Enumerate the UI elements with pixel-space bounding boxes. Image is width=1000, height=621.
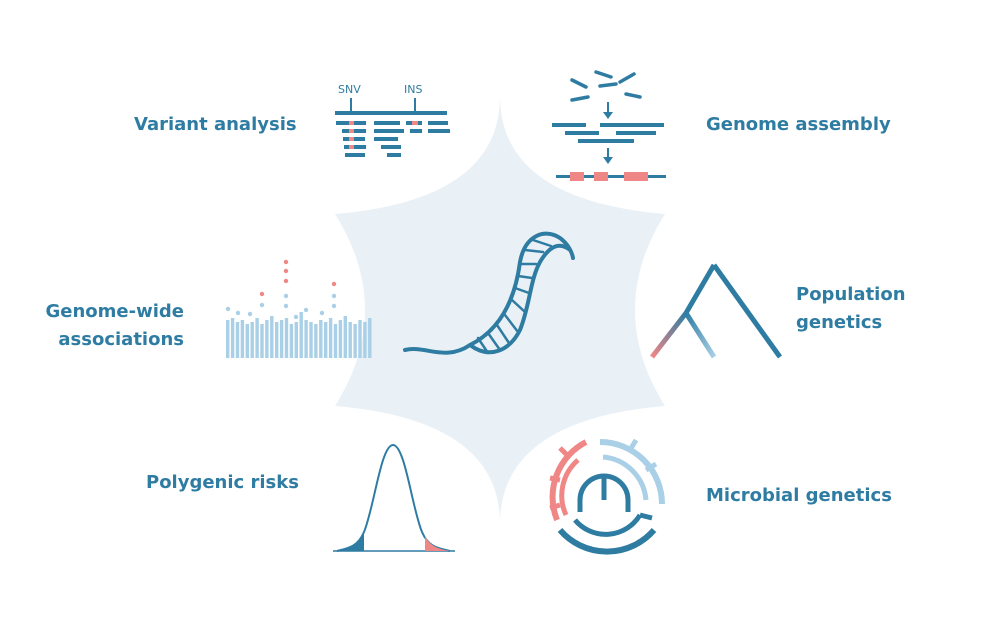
manhattan-dot: [331, 281, 337, 287]
ins-label: INS: [404, 83, 423, 96]
manhattan-bar: [265, 320, 269, 358]
manhattan-bar: [363, 322, 367, 358]
read-alignment-icon: [335, 98, 450, 157]
manhattan-dot: [303, 307, 309, 313]
manhattan-bar: [226, 320, 230, 358]
manhattan-bar: [338, 320, 343, 358]
manhattan-bar: [358, 320, 362, 358]
manhattan-dot: [283, 259, 289, 265]
label-genome-wide-line1: Genome-wide: [45, 301, 185, 322]
label-population-genetics: Population genetics: [796, 281, 906, 337]
dna-helix-icon: [403, 231, 575, 355]
manhattan-bar: [328, 318, 333, 358]
manhattan-bar: [343, 316, 347, 358]
manhattan-bar: [250, 322, 254, 358]
assembly-flow-icon: [552, 70, 666, 181]
manhattan-dot: [225, 306, 231, 312]
manhattan-bar: [279, 320, 284, 358]
manhattan-bar: [324, 322, 328, 358]
label-genome-wide-line2: associations: [58, 329, 184, 350]
manhattan-bar: [289, 324, 294, 358]
manhattan-dot: [283, 293, 289, 299]
manhattan-dot: [235, 310, 241, 316]
manhattan-dot: [283, 268, 289, 274]
manhattan-bar: [294, 322, 298, 358]
manhattan-bar: [309, 322, 313, 358]
manhattan-bar: [353, 324, 357, 358]
manhattan-bar: [275, 322, 279, 358]
manhattan-bar: [304, 320, 308, 358]
manhattan-bar: [348, 322, 352, 358]
manhattan-bar: [299, 312, 303, 358]
manhattan-bar: [260, 324, 264, 358]
manhattan-dot: [331, 293, 337, 299]
manhattan-dot: [283, 303, 289, 309]
manhattan-bar: [240, 320, 245, 358]
manhattan-dot: [293, 314, 299, 320]
manhattan-dot: [259, 291, 265, 297]
manhattan-dot: [247, 311, 253, 317]
manhattan-dot: [283, 278, 289, 284]
manhattan-bar: [255, 318, 259, 358]
label-population-line2: genetics: [796, 312, 883, 333]
manhattan-bar: [314, 324, 318, 358]
label-genome-assembly: Genome assembly: [706, 114, 891, 135]
snv-label: SNV: [338, 83, 361, 96]
label-polygenic-risks: Polygenic risks: [146, 472, 299, 493]
label-population-line1: Population: [796, 284, 906, 305]
manhattan-bar: [333, 324, 338, 358]
label-genome-wide: Genome-wide associations: [38, 298, 185, 354]
central-star-shape: [335, 96, 665, 524]
manhattan-dot: [259, 302, 265, 308]
label-variant-analysis: Variant analysis: [134, 114, 297, 135]
manhattan-bar: [230, 318, 235, 358]
manhattan-bar: [284, 318, 289, 358]
manhattan-bar: [368, 318, 372, 358]
manhattan-bar: [319, 320, 323, 358]
label-microbial-genetics: Microbial genetics: [706, 485, 892, 506]
manhattan-bar: [235, 322, 240, 358]
manhattan-bar: [270, 316, 274, 358]
manhattan-bar: [245, 324, 249, 358]
manhattan-dot: [319, 310, 325, 316]
phylogenetic-tree-icon: [650, 263, 783, 359]
circular-tree-icon: [549, 438, 665, 555]
manhattan-plot-icon: [225, 259, 372, 358]
manhattan-dot: [331, 303, 337, 309]
normal-distribution-icon: [333, 443, 455, 552]
